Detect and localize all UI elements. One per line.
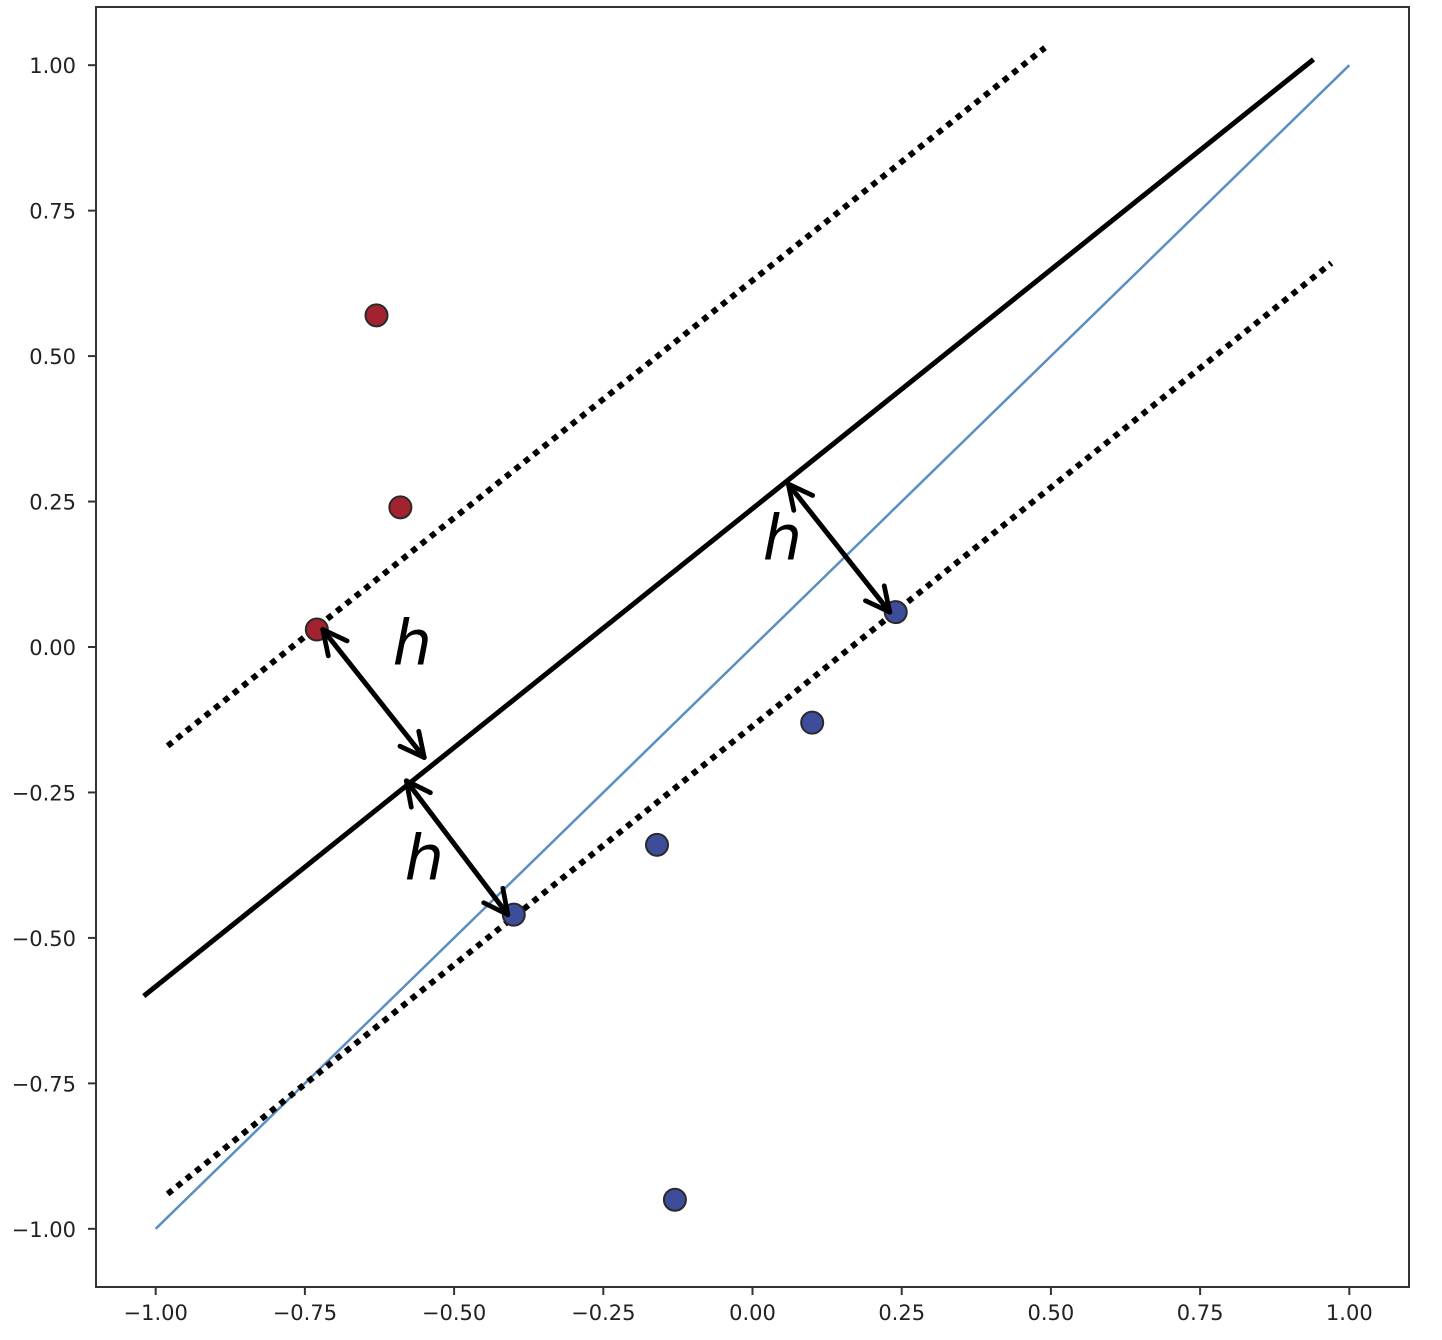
margin-upper-line [165,45,1047,749]
x-tick-label: −0.75 [273,1301,337,1325]
y-tick-label: −0.25 [12,781,76,805]
y-tick-label: 0.25 [29,491,76,515]
blue-point [662,1187,687,1212]
margin-label: h [405,822,444,895]
margin-annotations: h h h [320,481,893,918]
data-points [304,303,908,1212]
y-tick-label: −0.75 [12,1072,76,1096]
x-tick-label: −0.50 [422,1301,486,1325]
y-tick-label: −0.50 [12,927,76,951]
x-axis: −1.00 −0.75 −0.50 −0.25 0.00 0.25 0.50 0.75 1.00 [124,1287,1373,1325]
x-tick-label: −0.25 [571,1301,635,1325]
x-tick-label: 1.00 [1326,1301,1373,1325]
margin-label: h [393,606,432,679]
boundary-lines [142,45,1351,1230]
y-axis: −1.00 −0.75 −0.50 −0.25 0.00 0.25 0.50 0.75 1.00 [12,54,96,1242]
x-tick-label: 0.00 [729,1301,776,1325]
y-tick-label: −1.00 [12,1218,76,1242]
true-boundary-line [154,64,1351,1230]
x-tick-label: 0.25 [878,1301,925,1325]
margin-arrow [403,778,511,918]
decision-boundary-line [142,57,1316,999]
y-tick-label: 0.75 [29,200,76,224]
red-point [364,303,389,328]
margin-label: h [763,502,802,575]
y-tick-label: 1.00 [29,54,76,78]
x-tick-label: −1.00 [124,1301,188,1325]
margin-arrow [785,481,893,615]
margin-lower-line [165,260,1334,1197]
margin-arrow [320,627,427,761]
blue-point [645,832,670,857]
x-tick-label: 0.75 [1177,1301,1224,1325]
red-point [388,495,413,520]
x-tick-label: 0.50 [1028,1301,1075,1325]
y-tick-label: 0.50 [29,345,76,369]
blue-point [800,710,825,735]
y-tick-label: 0.00 [29,636,76,660]
